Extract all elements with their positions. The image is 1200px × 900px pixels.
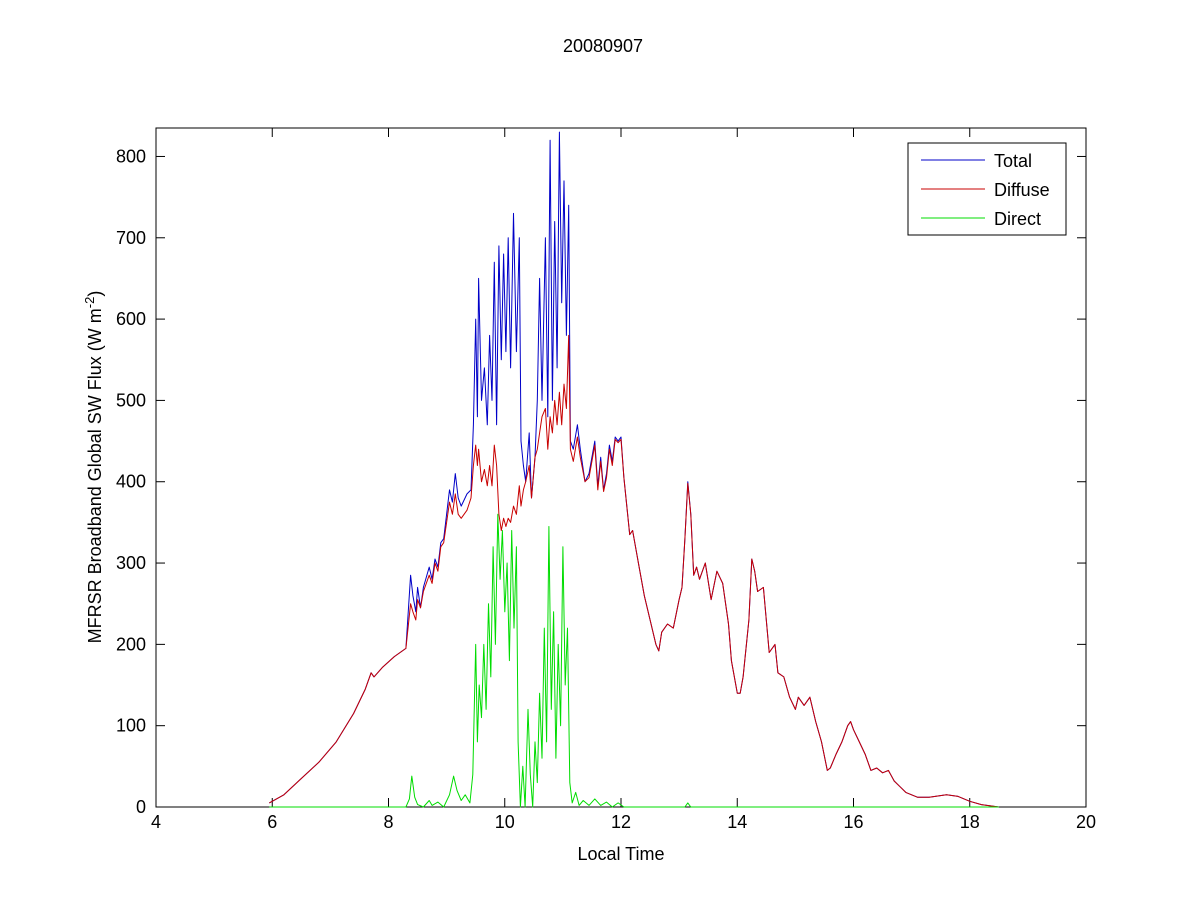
legend: Total Diffuse Direct	[907, 142, 1067, 236]
y-tick-label: 100	[116, 716, 146, 736]
y-tick-label: 800	[116, 146, 146, 166]
chart-title: 20080907	[563, 36, 643, 56]
y-axis-label-superscript: -2	[82, 297, 97, 309]
x-axis-label: Local Time	[577, 844, 664, 864]
y-axis-label: MFRSR Broadband Global SW Flux (W m-2)	[82, 291, 105, 644]
legend-label-diffuse: Diffuse	[994, 180, 1050, 200]
series-line-diffuse	[269, 334, 999, 808]
y-tick-label: 0	[136, 797, 146, 817]
series-layer	[269, 131, 999, 808]
x-tick-label: 20	[1076, 812, 1096, 832]
x-tick-label: 8	[383, 812, 393, 832]
x-tick-label: 16	[843, 812, 863, 832]
y-tick-label: 200	[116, 634, 146, 654]
y-axis-ticks: 0 100 200 300 400 500 600 700 800	[116, 146, 1086, 817]
y-tick-label: 700	[116, 228, 146, 248]
y-axis-label-close: )	[85, 291, 105, 297]
plot-area	[155, 127, 1087, 808]
x-tick-label: 4	[151, 812, 161, 832]
y-tick-label: 600	[116, 309, 146, 329]
series-line-direct	[269, 513, 999, 808]
y-tick-label: 500	[116, 390, 146, 410]
y-axis-label-main: MFRSR Broadband Global SW Flux (W m	[85, 308, 105, 643]
y-tick-label: 400	[116, 472, 146, 492]
x-tick-label: 12	[611, 812, 631, 832]
x-tick-label: 18	[960, 812, 980, 832]
x-tick-label: 14	[727, 812, 747, 832]
legend-label-direct: Direct	[994, 209, 1041, 229]
x-tick-label: 10	[495, 812, 515, 832]
x-axis-ticks: 4 6 8 10 12 14 16 18 20	[151, 128, 1096, 832]
legend-label-total: Total	[994, 151, 1032, 171]
y-tick-label: 300	[116, 553, 146, 573]
x-tick-label: 6	[267, 812, 277, 832]
